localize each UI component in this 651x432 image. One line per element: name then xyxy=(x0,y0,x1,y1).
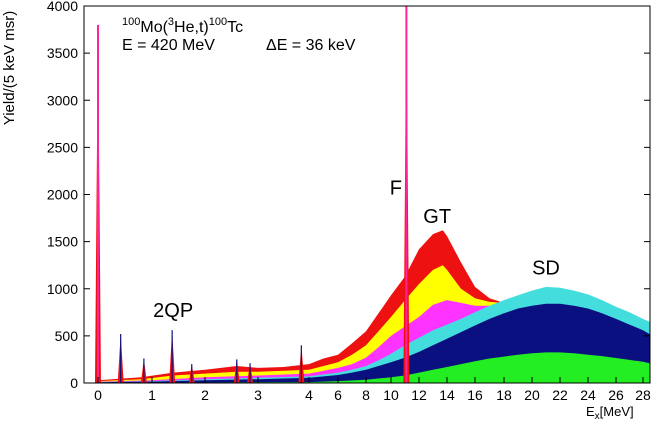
beam-energy-label: E = 420 MeV xyxy=(122,37,215,54)
x-tick-label-13: 22 xyxy=(552,387,568,403)
peak-annotations: 2QP F GT SD xyxy=(153,178,560,323)
y-tick-label-7: 3500 xyxy=(47,45,78,61)
x-tick-label-10: 16 xyxy=(467,387,483,403)
resolution-label: ΔE = 36 keV xyxy=(266,37,356,54)
y-tick-label-0: 0 xyxy=(70,375,78,391)
x-tick-label-11: 18 xyxy=(496,387,512,403)
x-tick-label-3: 3 xyxy=(254,387,262,403)
spectrum-layers xyxy=(98,230,650,383)
x-axis-label-main: E xyxy=(586,404,595,419)
x-axis-label-unit: [MeV] xyxy=(600,404,634,419)
reaction-target: Mo xyxy=(140,19,162,36)
annotation-f: F xyxy=(390,178,402,200)
x-tick-label-16: 28 xyxy=(635,387,651,403)
reaction-projectile: He,t) xyxy=(174,19,209,36)
x-tick-label-2: 2 xyxy=(201,387,209,403)
x-tick-label-4: 4 xyxy=(305,387,313,403)
reaction-product: Tc xyxy=(227,19,243,36)
y-axis-label: Yield/(5 keV msr) xyxy=(1,11,18,125)
spectrum-area-green xyxy=(98,352,650,383)
x-axis-label: Ex[MeV] xyxy=(586,404,634,422)
y-axis-ticks: 0 500 1000 1500 2000 2500 3000 3500 4000 xyxy=(47,0,650,391)
x-axis-label-sub: x xyxy=(595,411,600,422)
annotation-sd: SD xyxy=(532,258,560,280)
x-tick-label-12: 20 xyxy=(524,387,540,403)
x-tick-label-14: 24 xyxy=(580,387,596,403)
y-tick-label-8: 4000 xyxy=(47,0,78,14)
y-tick-label-4: 2000 xyxy=(47,187,78,203)
x-tick-label-15: 26 xyxy=(608,387,624,403)
reaction-mass-product: 100 xyxy=(209,16,227,28)
x-tick-label-5: 6 xyxy=(334,387,342,403)
x-tick-label-8: 12 xyxy=(411,387,427,403)
x-axis-ticks: 0 1 2 3 4 6 8 10 12 14 16 18 20 22 24 26 28 xyxy=(94,377,651,403)
y-tick-label-1: 500 xyxy=(55,328,79,344)
annotation-2qp: 2QP xyxy=(153,300,193,322)
y-tick-label-5: 2500 xyxy=(47,139,78,155)
y-tick-label-6: 3000 xyxy=(47,92,78,108)
reaction-mass: 100 xyxy=(122,16,140,28)
y-tick-label-3: 1500 xyxy=(47,234,78,250)
reaction-open: ( xyxy=(163,19,169,36)
x-tick-label-0: 0 xyxy=(94,387,102,403)
x-tick-label-7: 10 xyxy=(383,387,399,403)
spectrum-peaks xyxy=(95,6,410,384)
x-tick-label-6: 8 xyxy=(362,387,370,403)
y-tick-label-2: 1000 xyxy=(47,281,78,297)
reaction-label: 100Mo(3He,t)100Tc xyxy=(122,16,243,36)
x-tick-label-1: 1 xyxy=(148,387,156,403)
reaction-mass-he: 3 xyxy=(168,16,174,28)
x-tick-label-9: 14 xyxy=(439,387,455,403)
annotation-gt: GT xyxy=(423,206,451,228)
